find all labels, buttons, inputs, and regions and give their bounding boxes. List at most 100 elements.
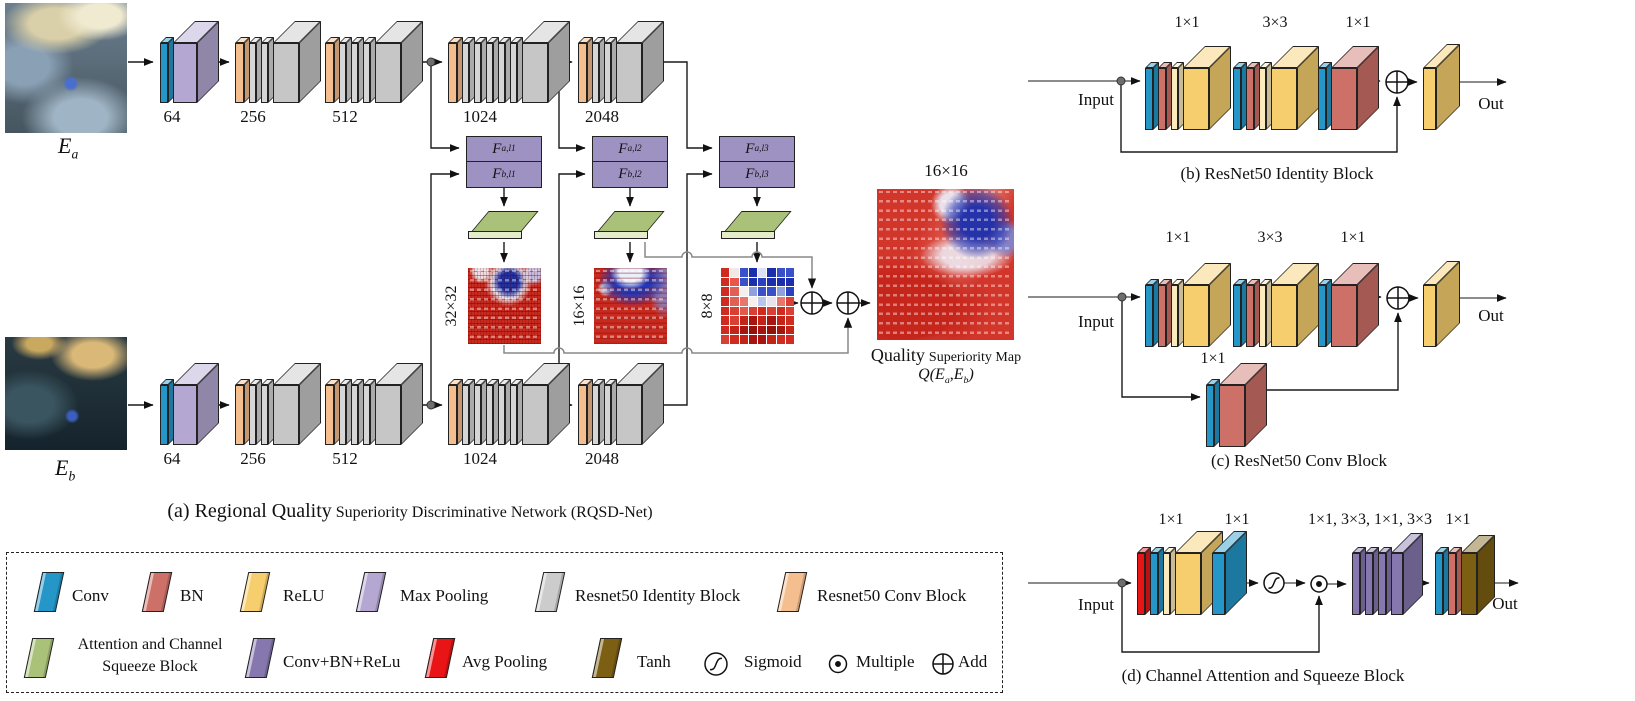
heatmap-cell [767,306,776,316]
layer-conv [1318,285,1326,347]
attention-slab-top [724,211,792,232]
layer-conv_single [1212,553,1225,615]
kernel-label-d1: 1×1 [1158,511,1184,528]
layer-relu_body [1183,285,1209,347]
layer-cbr [1365,553,1373,615]
layer-identity [249,385,256,445]
heatmap-cell [748,306,757,316]
final-map-title: Quality Superiority Map [870,345,1022,365]
heatmap-cell [730,277,739,287]
attention-slab-front [721,231,775,239]
input-label-d: Input [1078,595,1114,614]
heatmap-cell [776,268,785,277]
layer-identity [249,43,256,103]
heatmap-cell [758,277,767,287]
layer-conv [1318,68,1326,130]
layer-conv [1145,68,1153,130]
heatmap-cell [758,287,767,296]
legend-label-conv: Conv [72,586,109,605]
layer-identity [498,385,505,445]
heatmap-cell [730,296,739,306]
kernel-label-b3: 1×1 [1345,14,1371,31]
heatmap-cell [776,296,785,306]
layer-conv [1233,285,1241,347]
quality-map-16x16 [594,268,667,344]
layer-relu_big [1423,68,1436,130]
layer-identity [339,43,346,103]
channel-label-top-256: 256 [240,107,266,126]
layer-identity [486,385,493,445]
layer-bn [1158,285,1166,347]
heatmap-cell [721,296,730,306]
heatmap-cell [739,277,748,287]
legend-box [6,552,1003,693]
layer-relu_thin [1259,68,1266,130]
heatmap-cell [767,316,776,325]
layer-identity [604,385,611,445]
channel-label-top-512: 512 [332,107,358,126]
legend-label-conv-bn-relu: Conv+BN+ReLu [283,652,401,671]
heatmap-cell [785,287,794,296]
layer-conv [1233,68,1241,130]
layer-conv [160,43,168,103]
heatmap-cell [730,287,739,296]
layer-identity_body [522,43,548,103]
caption-panel-c: (c) ResNet50 Conv Block [1210,451,1388,470]
channel-label-bottom-2048: 2048 [585,449,619,468]
heatmap-cell [721,277,730,287]
channel-label-top-2048: 2048 [585,107,619,126]
kernel-label-d4: 1×1 [1445,511,1471,528]
channel-label-bottom-64: 64 [163,449,181,468]
legend-label-relu: ReLU [283,586,325,605]
channel-label-bottom-1024: 1024 [463,449,497,468]
layer-identity_body [273,385,299,445]
attention-slab-top [471,211,539,232]
layer-identity_body [522,385,548,445]
layer-conv [1435,553,1443,615]
heatmap-cell [758,335,767,344]
heatmap-cell [776,277,785,287]
heatmap-cell [758,268,767,277]
layer-identity [261,385,268,445]
heatmap-cell [739,268,748,277]
input-label-eb: Eb [55,455,76,484]
channel-label-bottom-512: 512 [332,449,358,468]
heatmap-cell [748,335,757,344]
heatmap-cell [776,316,785,325]
layer-convblock [325,43,334,103]
layer-identity [261,43,268,103]
layer-convblock [448,43,457,103]
input-image-ea [5,3,127,133]
legend-label-attention-line1: Attention and Channel [77,636,223,653]
heatmap-cell [785,268,794,277]
legend-label-multiple: Multiple [856,652,915,671]
layer-relu_thin [1259,285,1266,347]
layer-conv [1145,285,1153,347]
heatmap-cell [739,325,748,335]
heatmap-cell [767,296,776,306]
heatmap-cell [767,268,776,277]
layer-identity [363,385,370,445]
legend-label-add: Add [958,652,988,671]
heatmap-cell [776,287,785,296]
layer-cbr [1352,553,1360,615]
heatmap-cell [785,316,794,325]
layer-identity_body [616,385,642,445]
heatmap-cell [721,306,730,316]
layer-identity_body [375,43,401,103]
kernel-label-d3: 1×1, 3×3, 1×1, 3×3 [1307,511,1433,528]
heatmap-cell [730,335,739,344]
out-label-b: Out [1478,94,1504,113]
caption-panel-b: (b) ResNet50 Identity Block [1180,164,1374,183]
layer-identity [510,43,517,103]
layer-avg [1137,553,1145,615]
heatmap-cell [785,296,794,306]
layer-identity_body [375,385,401,445]
heatmap-cell [739,316,748,325]
layer-conv [160,385,168,445]
heatmap-cell [758,316,767,325]
